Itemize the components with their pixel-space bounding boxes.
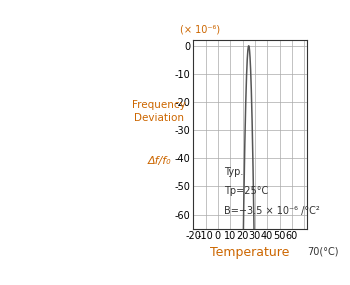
Text: Δf/f₀: Δf/f₀	[147, 156, 171, 166]
X-axis label: Temperature: Temperature	[210, 246, 289, 258]
Text: Frequency
Deviation: Frequency Deviation	[132, 100, 186, 123]
Text: (× 10⁻⁶): (× 10⁻⁶)	[180, 25, 220, 34]
Text: 70(°C): 70(°C)	[307, 247, 338, 257]
Text: Tp=25°C: Tp=25°C	[224, 186, 268, 196]
Text: Typ.: Typ.	[224, 167, 244, 177]
Text: B=−3.5 × 10⁻⁶ /°C²: B=−3.5 × 10⁻⁶ /°C²	[224, 206, 320, 216]
